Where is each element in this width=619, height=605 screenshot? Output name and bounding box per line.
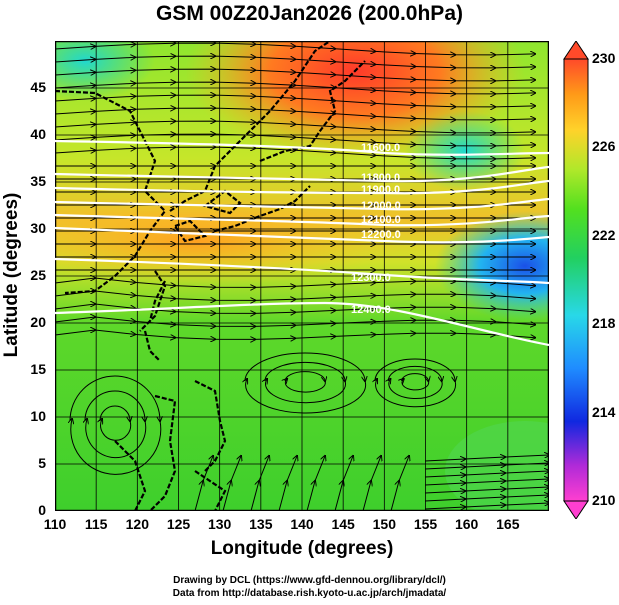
credit-data: Data from http://database.rish.kyoto-u.a… bbox=[172, 588, 447, 599]
credit-drawing: Drawing by DCL (https://www.gfd-dennou.o… bbox=[173, 575, 446, 586]
streamline bbox=[424, 471, 549, 477]
x-tick-label: 160 bbox=[454, 516, 479, 532]
colorbar-tick-label: 210 bbox=[592, 492, 616, 508]
streamline bbox=[55, 278, 535, 287]
contour-label: 12100.0 bbox=[361, 214, 401, 226]
x-tick-label: 110 bbox=[43, 516, 67, 532]
y-tick-label: 40 bbox=[30, 126, 46, 142]
x-tick-label: 140 bbox=[290, 516, 314, 532]
colorbar-tick-label: 226 bbox=[592, 138, 616, 155]
colorbar bbox=[563, 41, 589, 519]
height-contours bbox=[55, 139, 549, 347]
y-tick-label: 0 bbox=[38, 502, 46, 518]
y-tick-label: 30 bbox=[30, 220, 46, 236]
streamline bbox=[362, 456, 381, 511]
colorbar-tick-label: 222 bbox=[592, 226, 616, 243]
x-tick-label: 155 bbox=[413, 516, 438, 532]
streamline bbox=[424, 455, 549, 461]
colorbar-tick-label: 218 bbox=[592, 315, 616, 332]
streamline bbox=[85, 390, 146, 459]
streamline bbox=[222, 456, 241, 511]
contour-label: 12300.0 bbox=[351, 272, 391, 284]
x-tick-label: 115 bbox=[84, 516, 108, 532]
streamline bbox=[424, 503, 549, 509]
streamline bbox=[245, 352, 366, 414]
streamline bbox=[55, 291, 535, 300]
x-tick-label: 135 bbox=[249, 516, 273, 532]
contour-label: 12400.0 bbox=[351, 304, 391, 316]
x-tick-label: 120 bbox=[125, 516, 149, 532]
streamline bbox=[424, 495, 549, 501]
streamline bbox=[250, 456, 269, 511]
y-tick-label: 10 bbox=[30, 408, 46, 424]
streamline bbox=[306, 456, 325, 511]
streamline bbox=[390, 456, 409, 511]
colorbar-tick-label: 214 bbox=[592, 403, 616, 420]
y-tick-label: 35 bbox=[30, 173, 46, 189]
contour-label: 12200.0 bbox=[361, 229, 401, 241]
streamline bbox=[278, 456, 297, 511]
chart-title: GSM 00Z20Jan2026 (200.0hPa) bbox=[155, 2, 463, 25]
contour-label: 11900.0 bbox=[361, 184, 400, 196]
streamline bbox=[334, 456, 353, 511]
streamline bbox=[375, 358, 456, 408]
y-tick-label: 20 bbox=[30, 314, 46, 330]
y-tick-label: 5 bbox=[38, 455, 46, 471]
colorbar-tick-label: 230 bbox=[592, 50, 616, 66]
x-tick-label: 125 bbox=[166, 516, 191, 532]
streamline bbox=[424, 487, 549, 493]
contour-label: 12000.0 bbox=[361, 200, 401, 212]
streamline bbox=[70, 375, 161, 475]
streamline bbox=[55, 330, 535, 339]
streamline bbox=[55, 317, 535, 326]
contour-label: 11600.0 bbox=[361, 142, 400, 154]
streamline bbox=[55, 147, 535, 159]
y-tick-label: 25 bbox=[30, 267, 46, 283]
x-axis-label: Longitude (degrees) bbox=[210, 538, 394, 559]
streamline bbox=[55, 304, 535, 313]
contour-label: 11800.0 bbox=[361, 172, 400, 184]
y-tick-label: 15 bbox=[30, 361, 46, 377]
x-tick-label: 130 bbox=[207, 516, 232, 532]
x-tick-label: 165 bbox=[496, 516, 520, 532]
streamline bbox=[194, 456, 213, 511]
x-tick-label: 150 bbox=[372, 516, 396, 532]
y-tick-label: 45 bbox=[30, 79, 46, 95]
x-tick-label: 145 bbox=[331, 516, 355, 532]
streamline bbox=[424, 479, 549, 485]
streamline bbox=[424, 463, 549, 469]
